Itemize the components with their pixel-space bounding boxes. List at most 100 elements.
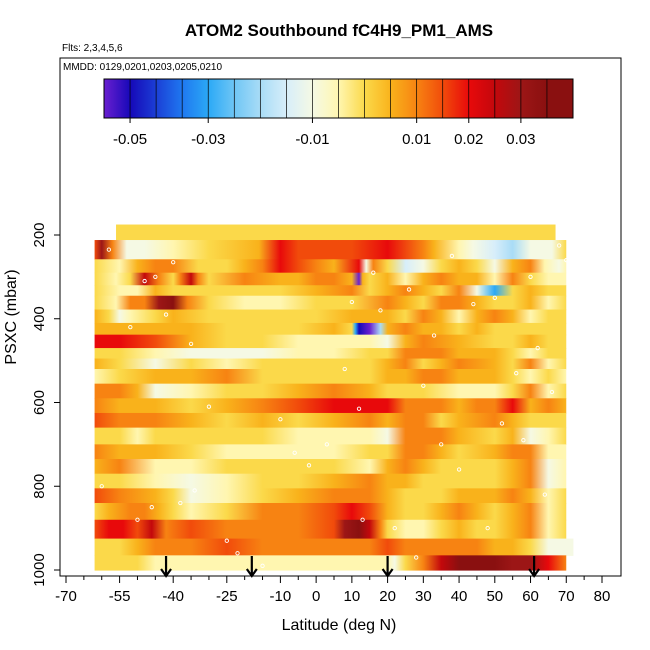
- colorbar-segment: [364, 79, 392, 118]
- colorbar-segment: [390, 79, 418, 118]
- colorbar-segment: [338, 79, 365, 118]
- colorbar-segment: [182, 79, 209, 118]
- sample-dot: [521, 438, 526, 443]
- sample-dot: [163, 312, 169, 317]
- heatmap-band: [94, 334, 567, 349]
- x-tick-label: -25: [216, 588, 238, 605]
- colorbar-labels: -0.05 -0.03 -0.01 0.01 0.02 0.03: [113, 118, 535, 148]
- colorbar-label: -0.01: [295, 131, 329, 148]
- y-tick-label: 800: [31, 474, 48, 499]
- heatmap-band: [94, 383, 567, 399]
- colorbar-segment: [546, 79, 574, 118]
- y-tick-label: 1000: [31, 553, 48, 586]
- x-tick-label: 70: [558, 588, 575, 605]
- colorbar-label: 0.01: [402, 131, 431, 148]
- heatmap-band: [94, 272, 567, 286]
- heatmap-band: [116, 224, 556, 241]
- heatmap-band: [94, 398, 567, 414]
- sample-dot: [342, 366, 347, 372]
- sample-dot: [485, 525, 490, 531]
- colorbar-segment: [130, 79, 157, 118]
- sample-dot: [324, 442, 330, 447]
- sample-dot: [306, 463, 312, 468]
- heatmap-band: [94, 259, 567, 274]
- heatmap-band: [94, 358, 567, 370]
- sample-dot: [535, 345, 540, 351]
- colorbar-segment: [234, 79, 261, 118]
- chart-title: ATOM2 Southbound fC4H9_PM1_AMS: [185, 21, 493, 40]
- x-tick-label: 50: [486, 588, 503, 605]
- sample-dot: [153, 274, 158, 280]
- heatmap-area: [94, 224, 574, 571]
- sample-dot: [421, 383, 426, 388]
- x-tick-label: 80: [594, 588, 611, 605]
- colorbar-label: 0.03: [506, 131, 535, 148]
- x-tick-label: 10: [344, 588, 361, 605]
- heatmap-band: [94, 538, 574, 556]
- sample-dot: [171, 260, 176, 265]
- sample-dot: [564, 257, 569, 263]
- sample-dot: [528, 274, 533, 280]
- colorbar-segment: [260, 79, 287, 118]
- colorbar-label: 0.02: [454, 131, 483, 148]
- sample-dot: [356, 406, 362, 411]
- sample-dot: [224, 538, 229, 543]
- sample-dot: [514, 371, 519, 376]
- sample-dot: [471, 301, 476, 307]
- y-tick-label: 600: [31, 390, 48, 415]
- x-tick-label: -40: [162, 588, 184, 605]
- colorbar-segment: [312, 79, 339, 118]
- heatmap-band: [94, 309, 567, 324]
- x-tick-label: -70: [55, 588, 77, 605]
- sample-dot: [292, 450, 297, 455]
- sample-dot: [278, 417, 283, 422]
- sample-dot: [542, 492, 547, 497]
- colorbar-label: -0.05: [113, 131, 147, 148]
- flights-label: Flts: 2,3,4,5,6: [62, 43, 123, 54]
- sample-dot: [499, 421, 505, 426]
- x-tick-label: -55: [109, 588, 131, 605]
- x-tick-label: 60: [522, 588, 539, 605]
- sample-dot: [556, 243, 562, 248]
- colorbar-segment: [468, 79, 496, 118]
- sample-dot: [360, 517, 365, 522]
- heatmap-band: [94, 459, 567, 475]
- heatmap-band: [94, 444, 567, 460]
- heatmap-band: [94, 503, 567, 521]
- plot-frame: [59, 57, 622, 577]
- heatmap-band: [94, 519, 567, 540]
- heatmap-band: [94, 555, 567, 571]
- x-tick-label: 20: [379, 588, 396, 605]
- sample-dot: [99, 484, 104, 489]
- y-tick-label: 400: [31, 306, 48, 331]
- sample-dot: [439, 442, 444, 447]
- x-axis-label: Latitude (deg N): [282, 617, 397, 634]
- x-axis: -70 -55 -40 -25 -10 0 10 20 30 40 50 60 70 80: [55, 576, 610, 605]
- sample-dot: [349, 299, 355, 305]
- heatmap-band: [94, 369, 567, 385]
- sample-dot: [149, 505, 154, 510]
- sample-dot: [378, 308, 383, 313]
- heatmap-band: [94, 322, 567, 336]
- heatmap-band: [94, 473, 567, 489]
- sample-dot: [431, 333, 437, 338]
- colorbar-frame: [103, 78, 574, 119]
- sample-dot: [492, 295, 497, 300]
- heatmap-band: [94, 285, 567, 297]
- sample-dot: [106, 247, 112, 252]
- heatmap-band: [94, 240, 567, 260]
- colorbar-segment: [104, 79, 131, 118]
- sample-dot: [414, 555, 419, 560]
- y-tick-label: 200: [31, 222, 48, 247]
- colorbar-label: -0.03: [191, 131, 225, 148]
- colorbar: [103, 78, 574, 119]
- x-tick-label: 40: [451, 588, 468, 605]
- sample-dot: [192, 488, 197, 493]
- heatmap-band: [94, 295, 567, 311]
- colorbar-segment: [520, 79, 548, 118]
- colorbar-segment: [286, 79, 313, 118]
- dates-label: MMDD: 0129,0201,0203,0205,0210: [63, 62, 222, 73]
- heatmap-band: [94, 412, 567, 429]
- sample-dot: [178, 500, 183, 506]
